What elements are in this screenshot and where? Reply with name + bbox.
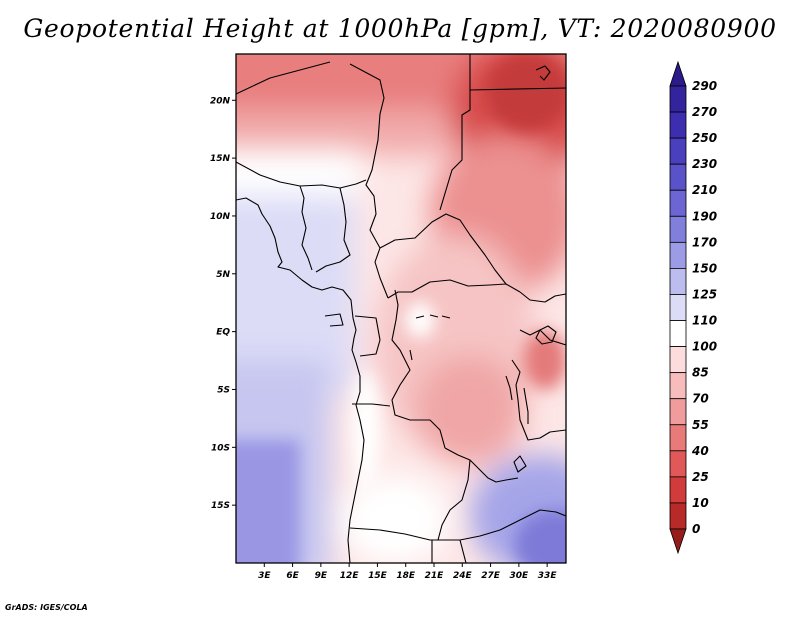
colorbar-segment — [669, 268, 687, 295]
map-frame — [235, 53, 567, 564]
field-north-salmon — [236, 110, 450, 155]
colorbar-label: 70 — [692, 392, 709, 406]
colorbar-label: 290 — [692, 79, 717, 93]
colorbar-label: 210 — [692, 183, 717, 197]
sahel-borders — [236, 161, 367, 273]
colorbar-label: 40 — [691, 444, 709, 458]
colorbar-label: 0 — [692, 522, 700, 536]
field-detail — [236, 54, 566, 563]
congo-coastal-small-borders — [324, 313, 391, 407]
colorbar-segment — [669, 137, 687, 165]
colorbar-label: 110 — [692, 314, 717, 328]
colorbar-segment — [669, 189, 687, 217]
lat-tick-label: 5N — [216, 270, 230, 280]
southern-african-borders — [349, 459, 566, 563]
colorbar-label: 125 — [692, 287, 717, 301]
lon-tick-label: 30E — [510, 571, 530, 581]
field-sahel-white — [236, 150, 360, 200]
colorbar-label: 170 — [692, 235, 717, 249]
colorbar-label: 250 — [692, 131, 717, 145]
colorbar-bottom-arrow — [669, 528, 687, 555]
field-se-deep-blue — [515, 510, 566, 563]
lon-tick-label: 27E — [481, 571, 501, 581]
colorbar-top-arrow — [669, 60, 687, 87]
northern-borders — [236, 61, 389, 299]
colorbar-segment — [669, 424, 687, 452]
shaded-field — [236, 54, 566, 563]
colorbar-segment — [669, 476, 687, 504]
colorbar-label: 55 — [692, 418, 709, 432]
colorbar-segment — [669, 294, 687, 321]
colorbar-label: 85 — [692, 366, 709, 380]
field-south-white — [340, 475, 450, 563]
great-lakes — [513, 325, 557, 473]
lon-tick-label: 12E — [340, 571, 360, 581]
colorbar-segment — [669, 241, 687, 269]
colorbar-label: 150 — [692, 261, 717, 275]
colorbar-segment — [669, 502, 687, 530]
lat-tick-label: 10N — [210, 212, 231, 222]
colorbar-segment — [669, 111, 687, 139]
field-ne-darkest — [486, 54, 566, 132]
grads-credit: GrADS: IGES/COLA — [5, 603, 88, 612]
lake-fragments — [409, 314, 513, 401]
plot-title: Geopotential Height at 1000hPa [gpm], VT… — [23, 14, 777, 43]
libya-sudan-border — [439, 54, 471, 211]
field-basin-white — [405, 302, 435, 338]
lat-tick-label: EQ — [216, 328, 230, 338]
colorbar-segment — [669, 85, 687, 113]
colorbar-segment — [669, 450, 687, 478]
colorbar-segment — [669, 163, 687, 191]
lon-tick-label: 3E — [258, 571, 271, 581]
red-sea-detail — [535, 65, 551, 81]
lat-tick-label: 20N — [210, 96, 231, 106]
colorbar-label: 190 — [692, 209, 717, 223]
political-boundaries — [236, 54, 566, 563]
colorbar: 2902702502302101901701501251101008570554… — [669, 60, 717, 555]
colorbar-label: 100 — [692, 340, 717, 354]
colorbar-segment — [669, 372, 687, 400]
colorbar-segment — [669, 346, 687, 374]
latitude-axis: 20N 15N 10N 5N EQ 5S 10S 15S — [210, 96, 236, 511]
lon-tick-label: 33E — [538, 571, 558, 581]
colorbar-segment — [669, 398, 687, 426]
colorbar-label: 25 — [692, 470, 709, 484]
field-interior-salmon — [415, 355, 525, 465]
lon-tick-label: 21E — [425, 571, 445, 581]
lon-tick-label: 9E — [315, 571, 328, 581]
colorbar-segment — [669, 215, 687, 243]
field-rift-red — [523, 330, 566, 390]
lat-tick-label: 15N — [210, 154, 231, 164]
lon-tick-label: 18E — [396, 571, 416, 581]
lat-tick-label: 5S — [217, 385, 230, 395]
colorbar-label: 230 — [692, 157, 717, 171]
west-african-coastline — [236, 197, 365, 563]
lon-tick-label: 6E — [286, 571, 299, 581]
lat-tick-label: 10S — [211, 443, 230, 453]
longitude-axis: 3E 6E 9E 12E 15E 18E 21E 24E 27E 30E 33E — [258, 563, 557, 581]
colorbar-label: 10 — [692, 496, 709, 510]
lon-tick-label: 24E — [453, 571, 473, 581]
lon-tick-label: 15E — [368, 571, 388, 581]
field-coast-white — [352, 370, 380, 490]
field-sw-deep-blue — [236, 440, 300, 563]
egypt-sudan-border — [469, 87, 566, 91]
lat-tick-label: 15S — [211, 501, 230, 511]
colorbar-segment — [669, 320, 687, 347]
colorbar-label: 270 — [692, 105, 717, 119]
central-african-borders — [379, 213, 521, 449]
